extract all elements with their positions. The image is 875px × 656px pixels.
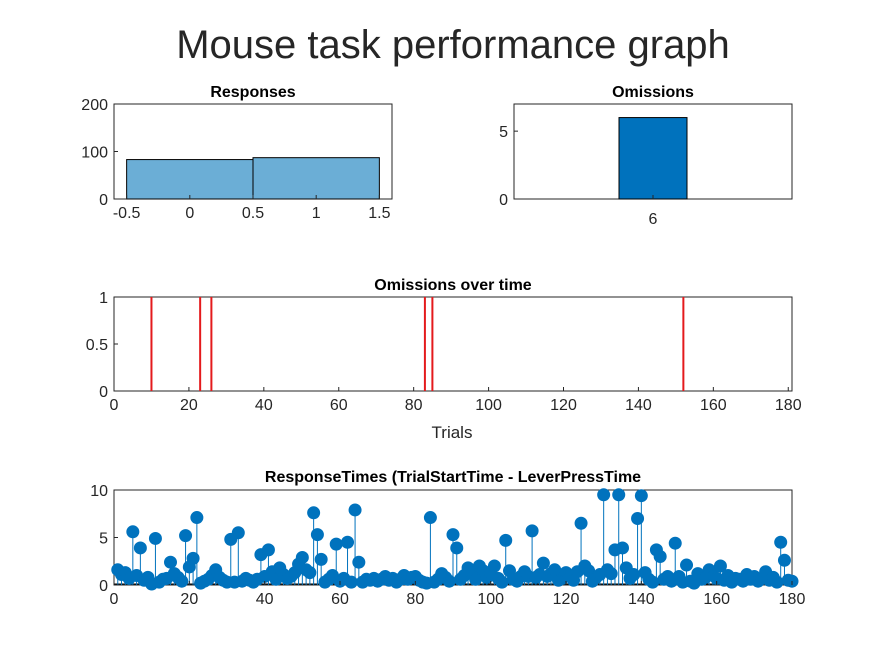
omissions-time-ytick-label: 0 xyxy=(99,384,108,401)
response-time-marker xyxy=(770,575,784,589)
response-times-ytick-label: 5 xyxy=(99,531,108,548)
omissions-time-xtick-label: 40 xyxy=(255,397,273,414)
responses-bar-0 xyxy=(126,159,254,200)
response-time-marker xyxy=(536,556,550,570)
responses-xtick-label: 0.5 xyxy=(242,205,264,222)
response-time-marker xyxy=(653,550,667,563)
response-time-marker xyxy=(680,558,694,572)
omissions-time-xtick-label: 60 xyxy=(330,397,348,414)
omissions-time-xtick-label: 80 xyxy=(405,397,423,414)
responses-ytick-label: 200 xyxy=(81,97,108,114)
omissions-time-ytick-label: 0.5 xyxy=(86,337,108,354)
response-time-marker xyxy=(713,559,727,573)
response-time-marker xyxy=(597,488,611,502)
response-time-marker xyxy=(186,551,200,565)
trials-axis-label: Trials xyxy=(432,423,473,442)
response-time-marker xyxy=(175,574,189,588)
response-time-marker xyxy=(348,503,362,517)
omissions-time-xtick-label: 160 xyxy=(700,397,727,414)
response-time-marker xyxy=(574,516,588,530)
response-time-marker xyxy=(612,488,626,502)
response-time-marker xyxy=(307,506,321,520)
response-time-marker xyxy=(164,555,177,569)
omissions-time-ytick-label: 1 xyxy=(99,290,108,307)
response-time-marker xyxy=(344,575,358,589)
response-time-marker xyxy=(646,575,660,589)
response-time-marker xyxy=(352,555,366,569)
response-times-xtick-label: 60 xyxy=(331,591,349,608)
response-time-marker xyxy=(231,526,245,540)
response-time-marker xyxy=(133,541,147,555)
responses-ytick-label: 100 xyxy=(81,145,108,162)
responses-xtick-label: -0.5 xyxy=(113,205,141,222)
response-time-marker xyxy=(487,559,501,573)
response-time-marker xyxy=(310,528,324,542)
omissions-time-axes-box xyxy=(113,296,793,392)
responses-ytick-label: 0 xyxy=(99,192,108,209)
response-times-xtick-label: 80 xyxy=(406,591,424,608)
response-time-marker xyxy=(303,566,317,580)
response-times-ytick-label: 10 xyxy=(90,483,108,500)
response-time-marker xyxy=(341,535,355,549)
omissions-time-xtick-label: 180 xyxy=(775,397,802,414)
responses-bar-1 xyxy=(252,157,380,200)
response-time-marker xyxy=(126,525,140,539)
omissions-over-time-panel: Omissions over time Trials 0 20 40 60 80 100 1… xyxy=(86,277,802,442)
response-times-ytick-label: 0 xyxy=(99,578,108,595)
responses-xtick-label: 0 xyxy=(185,205,194,222)
response-time-marker xyxy=(261,543,275,557)
response-times-xtick-label: 0 xyxy=(110,591,119,608)
omissions-ytick-label: 0 xyxy=(499,192,508,209)
response-time-marker xyxy=(179,529,193,543)
omissions-ytick-label: 5 xyxy=(499,124,508,141)
response-time-marker xyxy=(295,550,309,564)
omissions-bar-0 xyxy=(618,117,688,200)
response-time-marker xyxy=(525,524,539,538)
response-times-stem-panel: ResponseTimes (TrialStartTime - LeverPre… xyxy=(90,469,805,608)
response-times-title: ResponseTimes (TrialStartTime - LeverPre… xyxy=(265,469,641,486)
response-time-marker xyxy=(190,511,204,525)
omissions-time-xtick-label: 100 xyxy=(475,397,502,414)
omissions-over-time-title: Omissions over time xyxy=(374,277,531,294)
response-time-marker xyxy=(774,535,788,549)
response-times-xtick-label: 160 xyxy=(703,591,730,608)
response-time-marker xyxy=(499,533,513,547)
response-time-marker xyxy=(450,541,464,555)
responses-xtick-label: 1.5 xyxy=(368,205,390,222)
omissions-time-xtick-label: 120 xyxy=(550,397,577,414)
response-time-marker xyxy=(634,489,648,503)
responses-title: Responses xyxy=(210,84,295,101)
response-time-marker xyxy=(423,511,437,525)
response-times-xtick-label: 120 xyxy=(553,591,580,608)
response-time-marker xyxy=(631,512,645,525)
response-time-marker xyxy=(668,536,682,550)
omissions-time-xtick-label: 0 xyxy=(110,397,119,414)
omissions-xtick-label: 6 xyxy=(649,211,658,228)
response-time-marker xyxy=(148,531,162,545)
response-times-xtick-label: 140 xyxy=(628,591,655,608)
response-times-xtick-label: 180 xyxy=(779,591,806,608)
response-time-marker xyxy=(314,552,328,566)
omissions-bar-panel: Omissions 6 0 5 xyxy=(499,84,793,228)
omissions-title: Omissions xyxy=(612,84,694,101)
response-times-xtick-label: 100 xyxy=(477,591,504,608)
response-time-marker xyxy=(495,575,509,589)
figure-title: Mouse task performance graph xyxy=(176,23,730,67)
responses-xtick-label: 1 xyxy=(312,205,321,222)
response-time-marker xyxy=(604,567,618,581)
response-time-marker xyxy=(329,537,343,551)
responses-histogram-panel: Responses -0.5 0 0.5 1 1.5 0 100 200 xyxy=(81,84,393,222)
response-time-marker xyxy=(777,553,791,567)
response-time-marker xyxy=(446,528,460,542)
response-time-marker xyxy=(627,568,641,582)
response-times-xtick-label: 40 xyxy=(256,591,274,608)
omissions-time-xtick-label: 140 xyxy=(625,397,652,414)
response-times-xtick-label: 20 xyxy=(180,591,198,608)
omissions-time-xtick-label: 20 xyxy=(180,397,198,414)
response-time-marker xyxy=(616,541,629,555)
response-time-marker xyxy=(442,574,456,588)
